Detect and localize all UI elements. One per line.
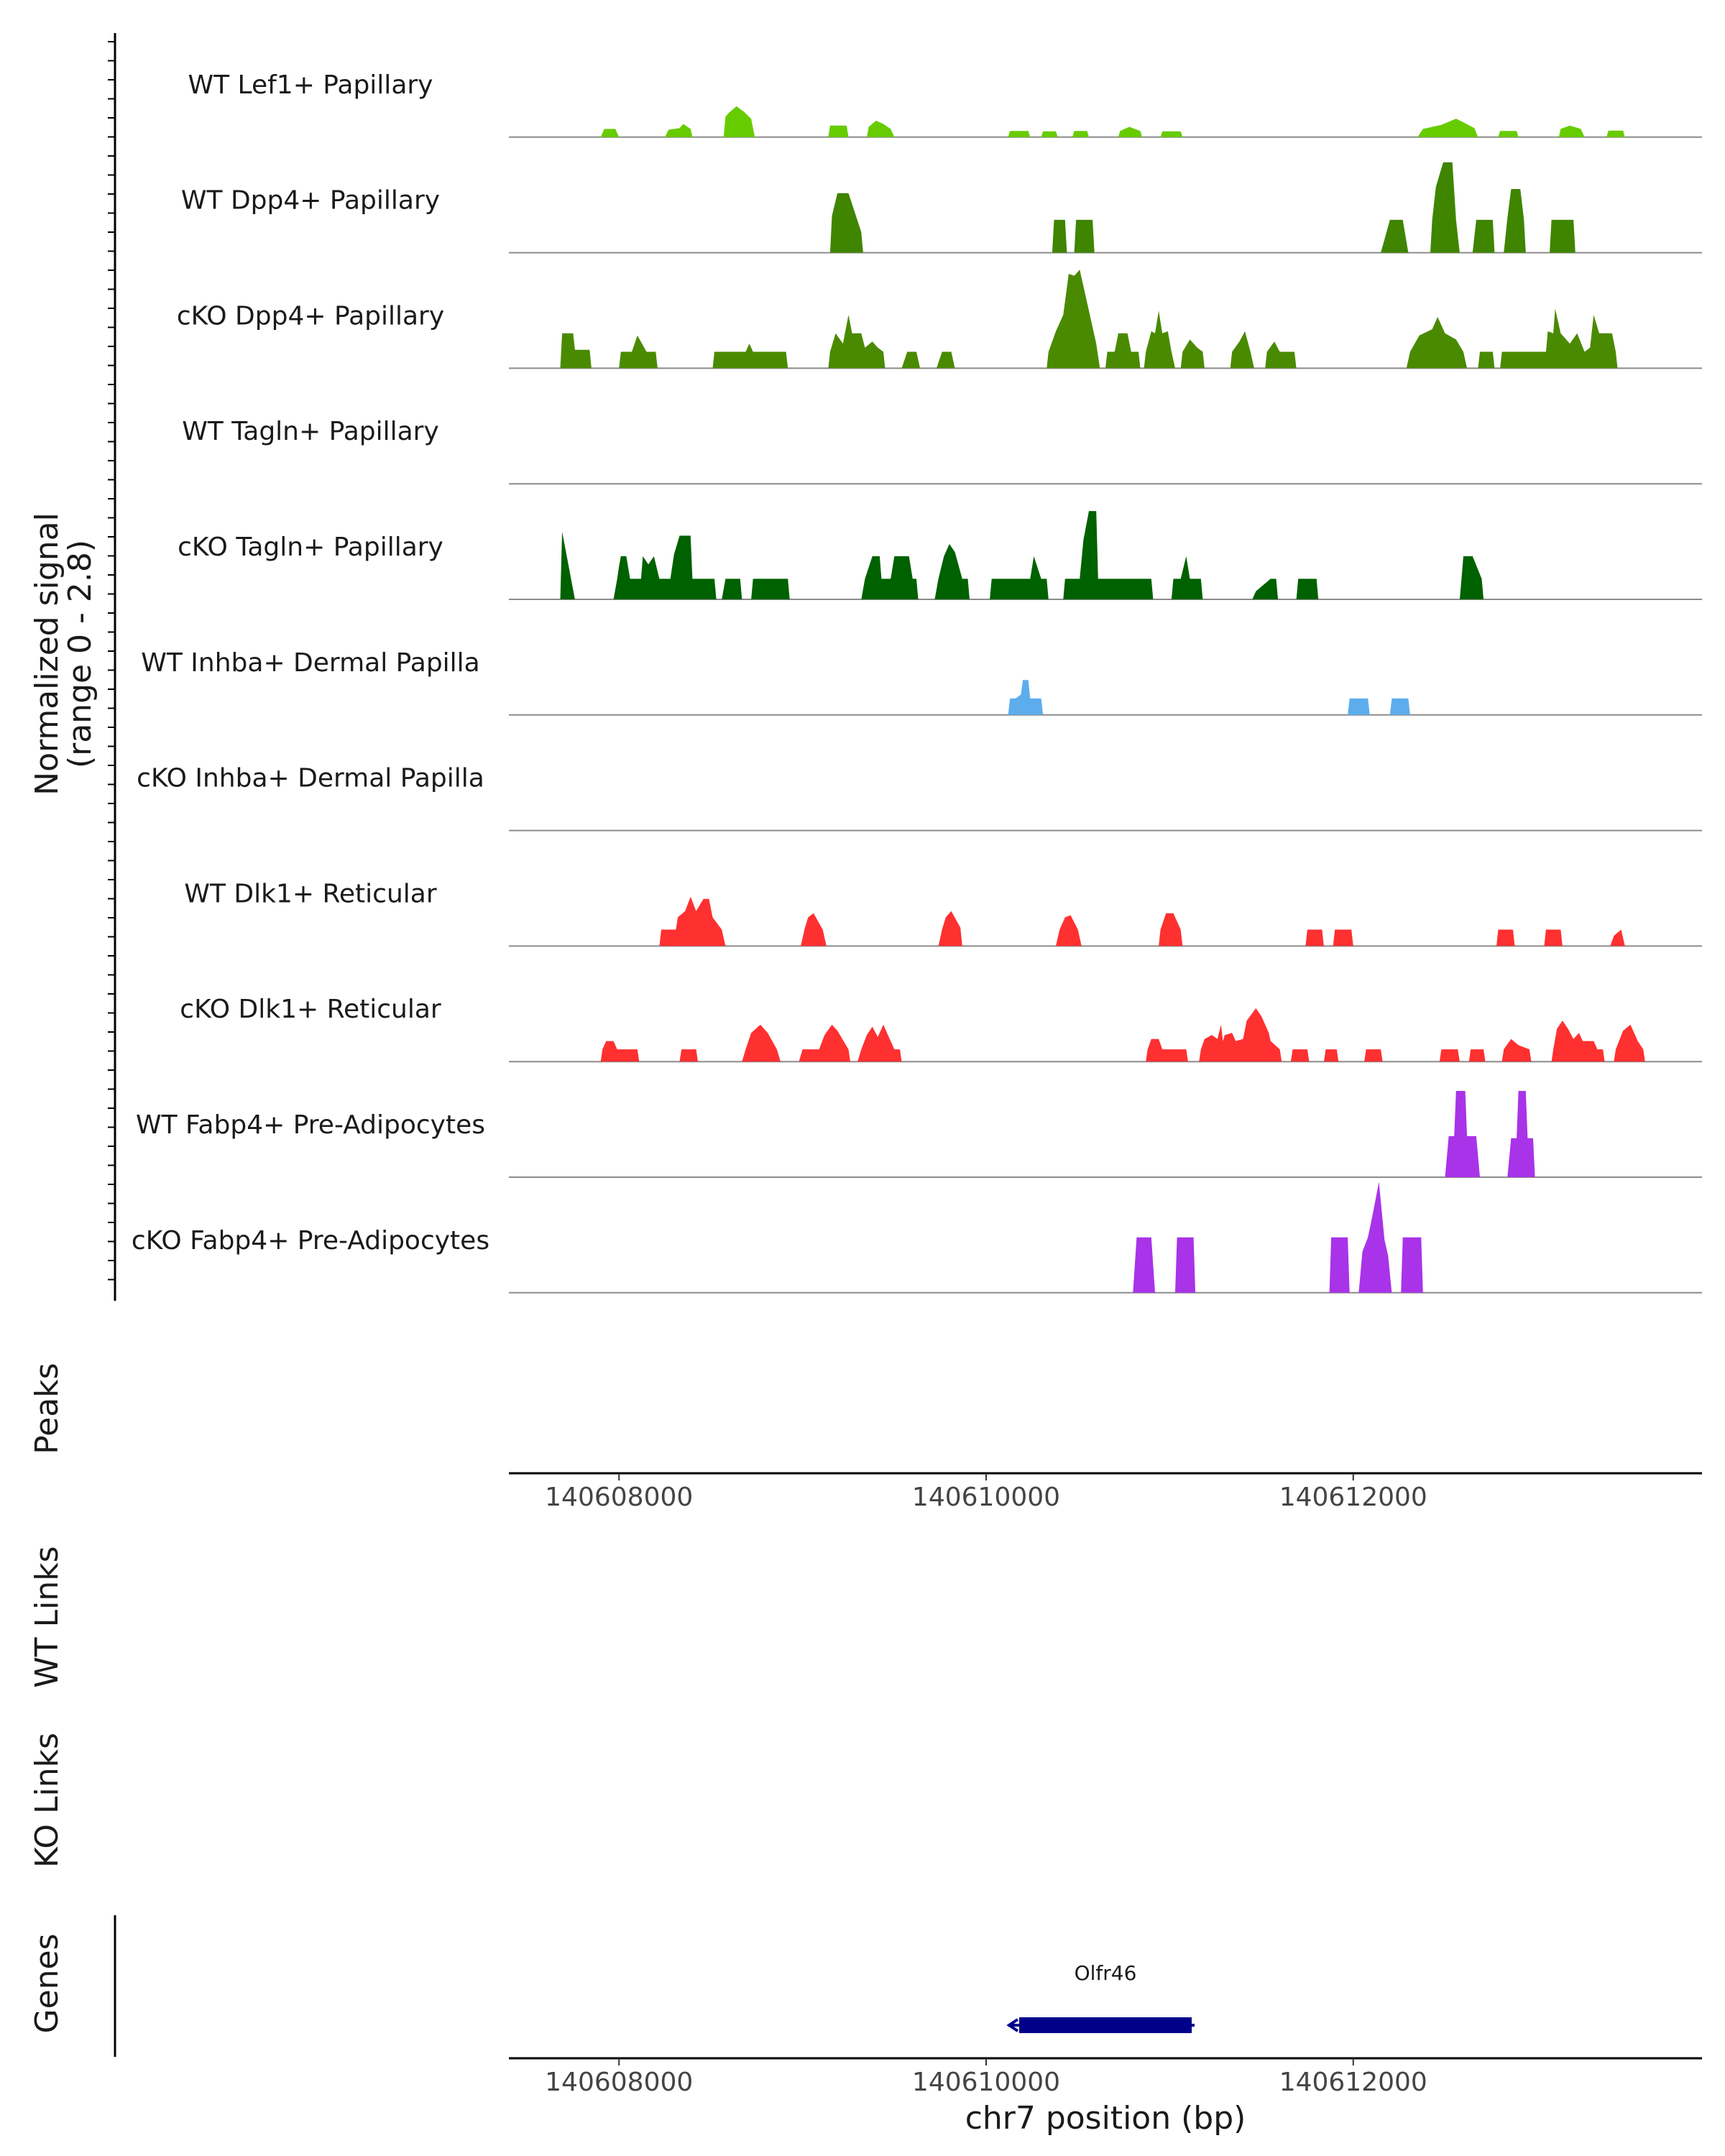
- signal-area: [560, 270, 1618, 369]
- gene-annotations: Olfr46: [1006, 1961, 1195, 2033]
- track-10: cKO Fabp4+ Pre-Adipocytes: [132, 1181, 1702, 1294]
- track-label: WT Tagln+ Papillary: [182, 417, 439, 446]
- track-0: WT Lef1+ Papillary: [188, 70, 1702, 138]
- x-tick-label: 140612000: [1279, 1483, 1427, 1512]
- track-5: WT Inhba+ Dermal Papilla: [141, 648, 1702, 716]
- x-tick-label: 140612000: [1279, 2068, 1427, 2097]
- coverage-y-ticks: [108, 41, 115, 1281]
- x-tick-label: 140608000: [545, 2068, 693, 2097]
- strand-arrow: [1006, 2018, 1019, 2032]
- peaks-title: Peaks: [29, 1363, 65, 1454]
- track-label: cKO Tagln+ Papillary: [178, 533, 443, 562]
- track-4: cKO Tagln+ Papillary: [178, 511, 1702, 600]
- signal-area: [1133, 1181, 1423, 1293]
- track-label: cKO Dlk1+ Reticular: [180, 995, 441, 1024]
- x-tick-label: 140610000: [912, 2068, 1060, 2097]
- x-axis-title: chr7 position (bp): [965, 2100, 1246, 2137]
- genes-x-ticks: 140608000 140610000 140612000: [545, 2058, 1427, 2097]
- genes-title: Genes: [29, 1933, 65, 2033]
- signal-area: [560, 511, 1484, 599]
- track-8: cKO Dlk1+ Reticular: [180, 995, 1702, 1063]
- signal-area: [600, 1008, 1645, 1062]
- track-label: WT Lef1+ Papillary: [188, 70, 433, 100]
- track-7: WT Dlk1+ Reticular: [184, 879, 1702, 947]
- gene-body: [1018, 2017, 1192, 2033]
- coverage-tracks: WT Lef1+ Papillary WT Dpp4+ Papillary cKO …: [132, 70, 1702, 1294]
- signal-area: [600, 106, 1625, 137]
- track-label: cKO Inhba+ Dermal Papilla: [137, 764, 484, 793]
- y-axis-title-line1: Normalized signal: [29, 512, 65, 796]
- track-label: cKO Fabp4+ Pre-Adipocytes: [132, 1226, 489, 1256]
- track-label: WT Fabp4+ Pre-Adipocytes: [136, 1110, 485, 1140]
- peaks-x-ticks: 140608000 140610000 140612000: [545, 1473, 1427, 1512]
- signal-area: [659, 896, 1625, 946]
- track-label: cKO Dpp4+ Papillary: [177, 301, 444, 331]
- signal-area: [1008, 680, 1410, 715]
- signal-area: [829, 162, 1576, 253]
- track-label: WT Dpp4+ Papillary: [181, 186, 440, 216]
- track-label: WT Inhba+ Dermal Papilla: [141, 648, 479, 678]
- wt-links-title: WT Links: [29, 1546, 65, 1687]
- track-3: WT Tagln+ Papillary: [182, 417, 1702, 485]
- gene-label: Olfr46: [1075, 1961, 1137, 1985]
- track-label: WT Dlk1+ Reticular: [184, 879, 436, 908]
- ko-links-title: KO Links: [29, 1733, 65, 1868]
- coverage-y-axis-title: Normalized signal (range 0 - 2.8): [29, 512, 98, 796]
- x-tick-label: 140608000: [545, 1483, 693, 1512]
- gene-Olfr46: Olfr46: [1006, 1961, 1195, 2033]
- track-9: WT Fabp4+ Pre-Adipocytes: [136, 1091, 1702, 1178]
- x-tick-label: 140610000: [912, 1483, 1060, 1512]
- track-6: cKO Inhba+ Dermal Papilla: [137, 764, 1702, 831]
- track-2: cKO Dpp4+ Papillary: [177, 270, 1702, 369]
- y-axis-title-line2: (range 0 - 2.8): [62, 540, 98, 768]
- signal-area: [1445, 1091, 1535, 1177]
- track-1: WT Dpp4+ Papillary: [181, 162, 1702, 254]
